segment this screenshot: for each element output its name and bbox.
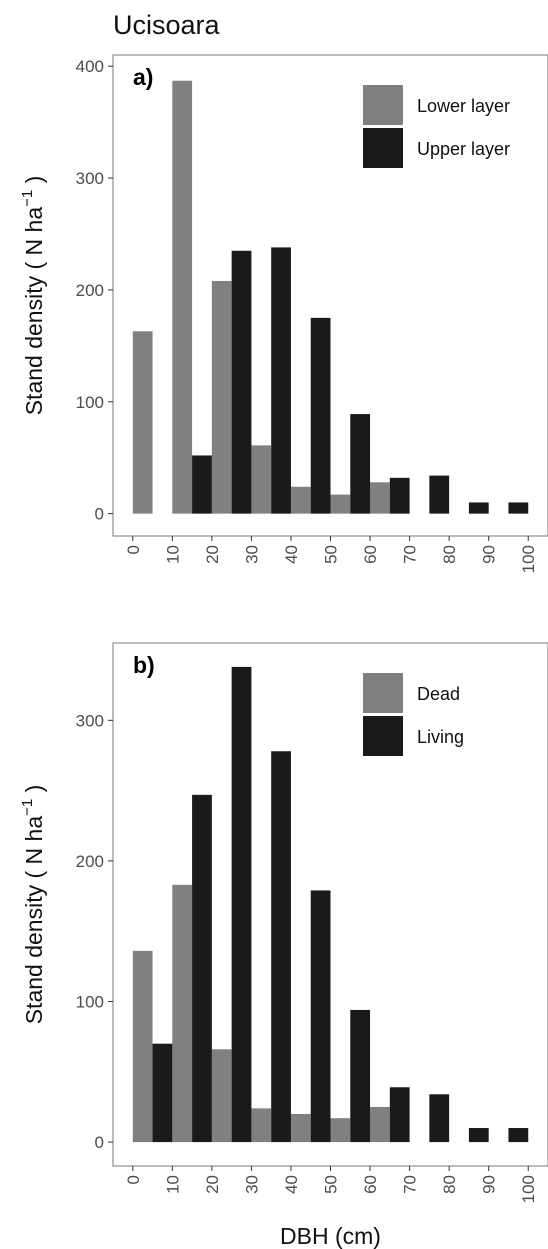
- legend-label: Living: [417, 727, 464, 747]
- y-axis-title-close: ): [21, 176, 47, 190]
- x-tick-label: 100: [519, 1175, 538, 1203]
- figure-title: Ucisoara: [113, 10, 220, 40]
- legend-key: [363, 128, 403, 168]
- panel-label: b): [133, 652, 155, 678]
- bar-dead: [330, 1118, 351, 1143]
- bar-upper-layer: [389, 477, 410, 514]
- x-tick-label: 20: [203, 1175, 222, 1194]
- y-axis-title-text: Stand density ( N ha: [21, 207, 47, 416]
- x-tick-label: 90: [480, 1175, 499, 1194]
- legend: Dead Living: [363, 673, 464, 756]
- x-tick-label: 50: [322, 1175, 341, 1194]
- x-tick-label: 0: [124, 1175, 143, 1184]
- legend-key: [363, 673, 403, 713]
- y-axis-title-close: ): [21, 785, 47, 799]
- bar-living: [152, 1043, 173, 1143]
- bar-living: [389, 1087, 410, 1143]
- x-tick-label: 80: [440, 1175, 459, 1194]
- bar-lower-layer: [211, 280, 232, 514]
- bar-upper-layer: [231, 250, 252, 514]
- bar-dead: [172, 884, 193, 1143]
- panel-a: 0 100 200 300 400 0 10 20 30 40 50 60 70 80 90 100 Stand…: [19, 54, 548, 573]
- bar-living: [468, 1128, 489, 1143]
- legend-label: Dead: [417, 684, 460, 704]
- y-axis-title-text: Stand density ( N ha: [21, 816, 47, 1025]
- bar-upper-layer: [310, 317, 331, 514]
- y-tick-label: 400: [76, 57, 104, 76]
- x-tick-label: 80: [440, 545, 459, 564]
- bar-living: [271, 751, 291, 1143]
- x-tick-label: 90: [480, 545, 499, 564]
- x-tick-label: 100: [519, 545, 538, 573]
- bar-dead: [370, 1106, 390, 1143]
- bar-living: [231, 666, 252, 1143]
- y-tick-label: 300: [76, 711, 104, 730]
- x-tick-label: 60: [361, 1175, 380, 1194]
- x-tick-label: 70: [401, 1175, 420, 1194]
- bar-upper-layer: [350, 414, 371, 514]
- y-tick-label: 0: [95, 505, 104, 524]
- legend-label: Lower layer: [417, 96, 510, 116]
- bar-upper-layer: [271, 247, 291, 514]
- x-tick-label: 0: [124, 545, 143, 554]
- x-tick-label: 10: [163, 545, 182, 564]
- bar-living: [310, 890, 331, 1143]
- panel-b: 0 100 200 300 0 10 20 30 40 50 60 70 80 90 100 Stand de…: [19, 642, 548, 1249]
- x-tick-label: 40: [282, 1175, 301, 1194]
- x-tick-label: 70: [401, 545, 420, 564]
- bar-lower-layer: [251, 445, 272, 514]
- y-tick-label: 200: [76, 281, 104, 300]
- y-tick-label: 200: [76, 852, 104, 871]
- x-tick-label: 60: [361, 545, 380, 564]
- bar-living: [192, 794, 212, 1143]
- legend-label: Upper layer: [417, 139, 510, 159]
- legend: Lower layer Upper layer: [363, 85, 510, 168]
- y-axis-title: Stand density ( N ha−1 ): [19, 176, 47, 416]
- bar-lower-layer: [370, 482, 390, 514]
- x-axis-title: DBH (cm): [280, 1223, 381, 1249]
- bar-dead: [251, 1108, 272, 1143]
- bar-dead: [211, 1049, 232, 1143]
- bar-living: [429, 1094, 450, 1143]
- bar-dead: [290, 1113, 311, 1143]
- bar-upper-layer: [508, 502, 529, 514]
- bar-upper-layer: [468, 502, 489, 514]
- bar-living: [350, 1009, 371, 1143]
- x-tick-label: 20: [203, 545, 222, 564]
- x-tick-label: 40: [282, 545, 301, 564]
- bar-upper-layer: [192, 455, 212, 514]
- x-tick-label: 30: [242, 545, 261, 564]
- bar-lower-layer: [172, 80, 193, 514]
- bar-upper-layer: [429, 475, 450, 514]
- x-tick-label: 30: [242, 1175, 261, 1194]
- y-tick-label: 100: [76, 993, 104, 1012]
- y-tick-label: 0: [95, 1133, 104, 1152]
- legend-key: [363, 85, 403, 125]
- y-axis-title-sup: −1: [19, 190, 36, 207]
- y-axis-title: Stand density ( N ha−1 ): [19, 785, 47, 1025]
- bar-lower-layer: [132, 331, 153, 514]
- bar-lower-layer: [330, 494, 351, 514]
- bar-living: [508, 1128, 529, 1143]
- panel-label: a): [133, 64, 153, 90]
- x-tick-label: 50: [322, 545, 341, 564]
- y-tick-label: 100: [76, 393, 104, 412]
- bar-dead: [132, 950, 153, 1143]
- x-tick-label: 10: [163, 1175, 182, 1194]
- y-tick-label: 300: [76, 169, 104, 188]
- bar-lower-layer: [290, 486, 311, 514]
- legend-key: [363, 716, 403, 756]
- y-axis-title-sup: −1: [19, 799, 36, 816]
